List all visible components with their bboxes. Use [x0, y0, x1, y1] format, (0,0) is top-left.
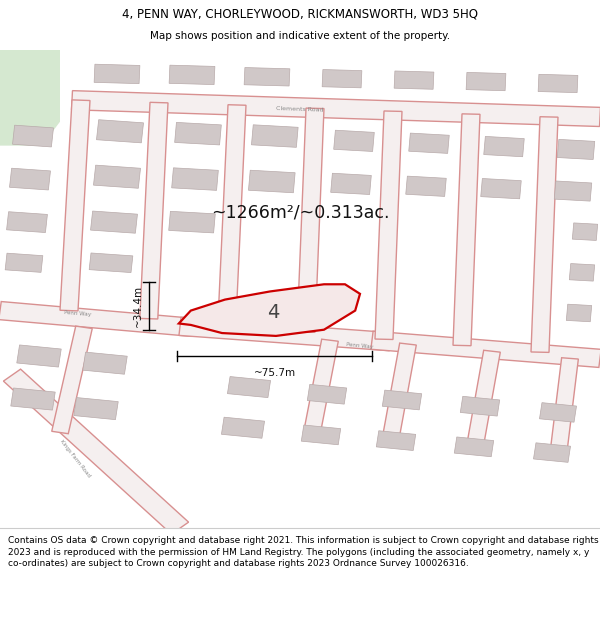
Polygon shape — [175, 122, 221, 145]
Polygon shape — [179, 284, 360, 336]
Polygon shape — [454, 437, 494, 457]
Polygon shape — [460, 396, 500, 416]
Polygon shape — [7, 212, 47, 232]
Text: 4: 4 — [267, 304, 279, 322]
Text: 4, PENN WAY, CHORLEYWOOD, RICKMANSWORTH, WD3 5HQ: 4, PENN WAY, CHORLEYWOOD, RICKMANSWORTH,… — [122, 8, 478, 21]
Text: Map shows position and indicative extent of the property.: Map shows position and indicative extent… — [150, 31, 450, 41]
Polygon shape — [13, 125, 53, 147]
Polygon shape — [466, 72, 506, 91]
Polygon shape — [322, 69, 362, 88]
Polygon shape — [307, 384, 347, 404]
Polygon shape — [375, 111, 402, 339]
Polygon shape — [409, 133, 449, 153]
Polygon shape — [244, 68, 290, 86]
Polygon shape — [172, 168, 218, 191]
Polygon shape — [251, 125, 298, 148]
Polygon shape — [91, 211, 137, 233]
Polygon shape — [17, 345, 61, 367]
Polygon shape — [10, 168, 50, 190]
Polygon shape — [52, 326, 92, 434]
Text: Kings Farm Road: Kings Farm Road — [59, 439, 91, 479]
Polygon shape — [539, 402, 577, 422]
Polygon shape — [4, 369, 188, 534]
Polygon shape — [538, 74, 578, 92]
Polygon shape — [169, 211, 215, 233]
Polygon shape — [382, 390, 422, 410]
Polygon shape — [304, 339, 338, 434]
Polygon shape — [140, 102, 168, 319]
Polygon shape — [331, 173, 371, 194]
Text: ~1266m²/~0.313ac.: ~1266m²/~0.313ac. — [211, 204, 389, 221]
Polygon shape — [74, 398, 118, 419]
Polygon shape — [248, 170, 295, 192]
Text: ~34.4m: ~34.4m — [133, 285, 143, 327]
Polygon shape — [301, 425, 341, 445]
Polygon shape — [531, 117, 558, 352]
Polygon shape — [382, 343, 416, 443]
Polygon shape — [60, 100, 90, 311]
Polygon shape — [550, 357, 578, 457]
Polygon shape — [5, 253, 43, 272]
Text: ~75.7m: ~75.7m — [253, 368, 296, 378]
Polygon shape — [97, 120, 143, 143]
Text: Penn Way: Penn Way — [346, 342, 374, 349]
Polygon shape — [179, 318, 391, 351]
Polygon shape — [569, 264, 595, 281]
Polygon shape — [466, 350, 500, 452]
Polygon shape — [572, 223, 598, 241]
Text: Penn Way: Penn Way — [64, 311, 92, 318]
Polygon shape — [371, 331, 600, 367]
Polygon shape — [334, 130, 374, 151]
Polygon shape — [533, 443, 571, 462]
Polygon shape — [453, 114, 480, 346]
Polygon shape — [71, 91, 600, 126]
Polygon shape — [566, 304, 592, 322]
Text: Contains OS data © Crown copyright and database right 2021. This information is : Contains OS data © Crown copyright and d… — [8, 536, 598, 569]
Polygon shape — [218, 105, 246, 325]
Polygon shape — [169, 65, 215, 84]
Polygon shape — [89, 253, 133, 272]
Polygon shape — [0, 301, 193, 336]
Polygon shape — [554, 181, 592, 201]
Polygon shape — [394, 71, 434, 89]
Polygon shape — [484, 136, 524, 157]
Polygon shape — [83, 352, 127, 374]
Polygon shape — [557, 139, 595, 159]
Polygon shape — [0, 50, 60, 146]
Text: Clements Road: Clements Road — [276, 106, 324, 112]
Polygon shape — [227, 376, 271, 398]
Polygon shape — [94, 165, 140, 188]
Polygon shape — [94, 64, 140, 84]
Polygon shape — [481, 179, 521, 199]
Polygon shape — [297, 108, 324, 332]
Polygon shape — [221, 418, 265, 438]
Polygon shape — [11, 388, 55, 410]
Polygon shape — [376, 431, 416, 451]
Polygon shape — [406, 176, 446, 196]
